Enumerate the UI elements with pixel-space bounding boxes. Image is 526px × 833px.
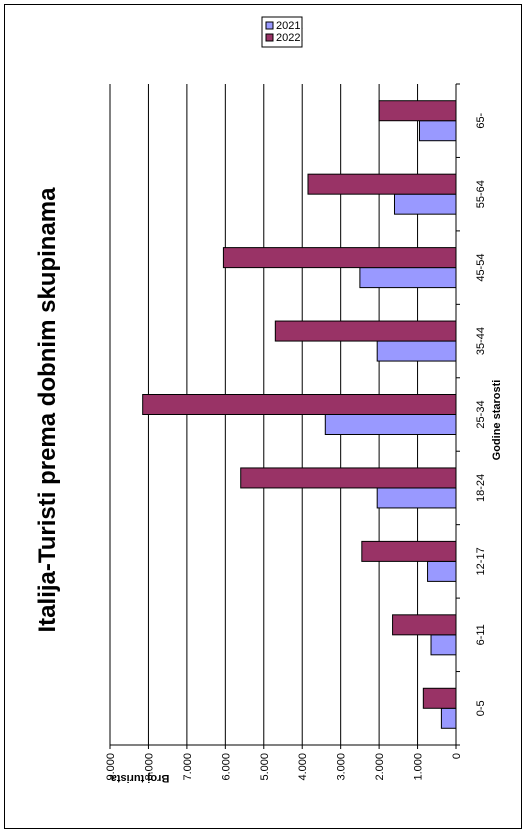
bar-2021-0-5 [440,707,457,729]
legend-swatch-0 [265,21,274,30]
value-tick-label: 0 [451,753,463,759]
bar-2021-25-34 [324,414,457,435]
category-label: 0-5 [475,700,487,716]
tick-labels: 0 1.000 2.000 3.000 4.000 5.000 6.000 7.000 8.00… [105,112,487,780]
bar-2022-12-17 [361,540,457,562]
y-axis-title: Broj turista [110,772,170,784]
bar-2022-45-54 [222,247,457,269]
category-label: 25-34 [475,400,487,428]
bar-2022-25-34 [142,394,457,415]
axes [109,83,460,749]
bar-2022-35-44 [274,320,457,342]
bar-2022-65- [378,100,457,122]
value-tick-label: 3.000 [336,753,348,781]
value-tick-label: 9.000 [105,753,117,781]
bar-2022-6-11 [392,614,457,636]
category-label: 6-11 [475,624,487,645]
legend-label-0: 2021. [276,20,304,32]
chart-frame [4,4,522,829]
category-label: 35-44 [475,327,487,355]
value-tick-label: 2.000 [374,753,386,781]
bar-2021-18-24 [376,487,457,509]
value-tick-label: 1.000 [413,753,425,781]
chart-title: Italija-Turisti prema dobnim skupinama [34,187,61,633]
bar-2021-45-54 [359,267,457,289]
bar-2021-35-44 [376,340,457,362]
category-label: 65- [475,112,487,128]
bar-2022-55-64 [307,173,457,195]
bar-2021-12-17 [427,560,457,582]
x-axis-title: Godine starosti [491,380,503,461]
value-tick-label: 4.000 [297,753,309,781]
value-tick-label: 7.000 [182,753,194,781]
category-label: 45-54 [475,254,487,282]
category-label: 18-24 [475,474,487,502]
category-label: 55-64 [475,180,487,208]
bar-2021-55-64 [393,193,457,215]
value-tick-label: 6.000 [220,753,232,781]
bars [142,100,457,729]
value-tick-label: 8.000 [143,753,155,781]
legend: 2021.2022. [261,16,304,48]
legend-swatch-1 [265,33,274,42]
bar-2021-65- [418,120,457,142]
bar-2021-6-11 [430,634,457,656]
bar-2022-18-24 [240,467,457,489]
bar-2022-0-5 [422,687,457,709]
category-label: 12-17 [475,547,487,575]
legend-label-1: 2022. [276,32,304,44]
value-tick-label: 5.000 [259,753,271,781]
